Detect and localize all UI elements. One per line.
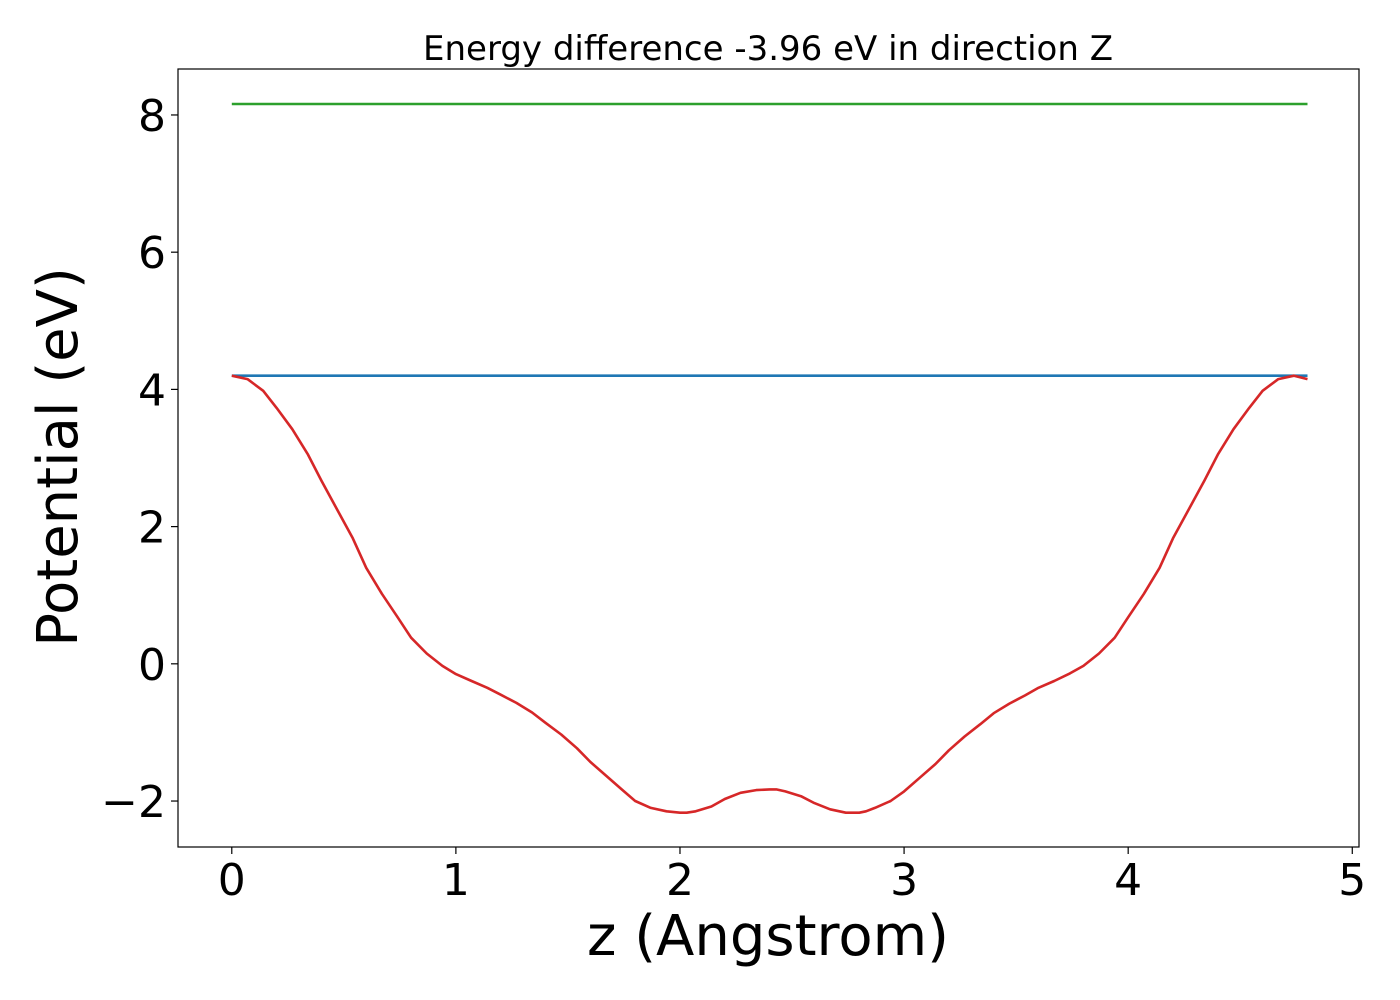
y-tick-label: 8 — [138, 91, 166, 142]
x-tick-label: 4 — [1114, 855, 1142, 906]
x-axis-label: z (Angstrom) — [587, 904, 949, 969]
chart-title: Energy difference -3.96 eV in direction … — [423, 29, 1113, 69]
x-axis: 0 1 2 3 4 5 — [218, 847, 1366, 906]
y-tick-label: −2 — [101, 777, 166, 828]
y-tick-label: 2 — [138, 503, 166, 554]
x-tick-label: 2 — [666, 855, 694, 906]
axes-frame — [177, 68, 1360, 848]
y-axis-label: Potential (eV) — [26, 267, 91, 647]
y-tick-label: 0 — [138, 640, 166, 691]
x-tick-label: 5 — [1338, 855, 1366, 906]
x-tick-label: 0 — [218, 855, 246, 906]
plot-area — [231, 102, 1308, 815]
y-axis: −2 0 2 4 6 8 — [101, 91, 178, 828]
y-tick-label: 4 — [138, 365, 166, 416]
series-line-2 — [231, 374, 1308, 815]
y-tick-label: 6 — [138, 228, 166, 279]
x-tick-label: 1 — [442, 855, 470, 906]
x-tick-label: 3 — [890, 855, 918, 906]
